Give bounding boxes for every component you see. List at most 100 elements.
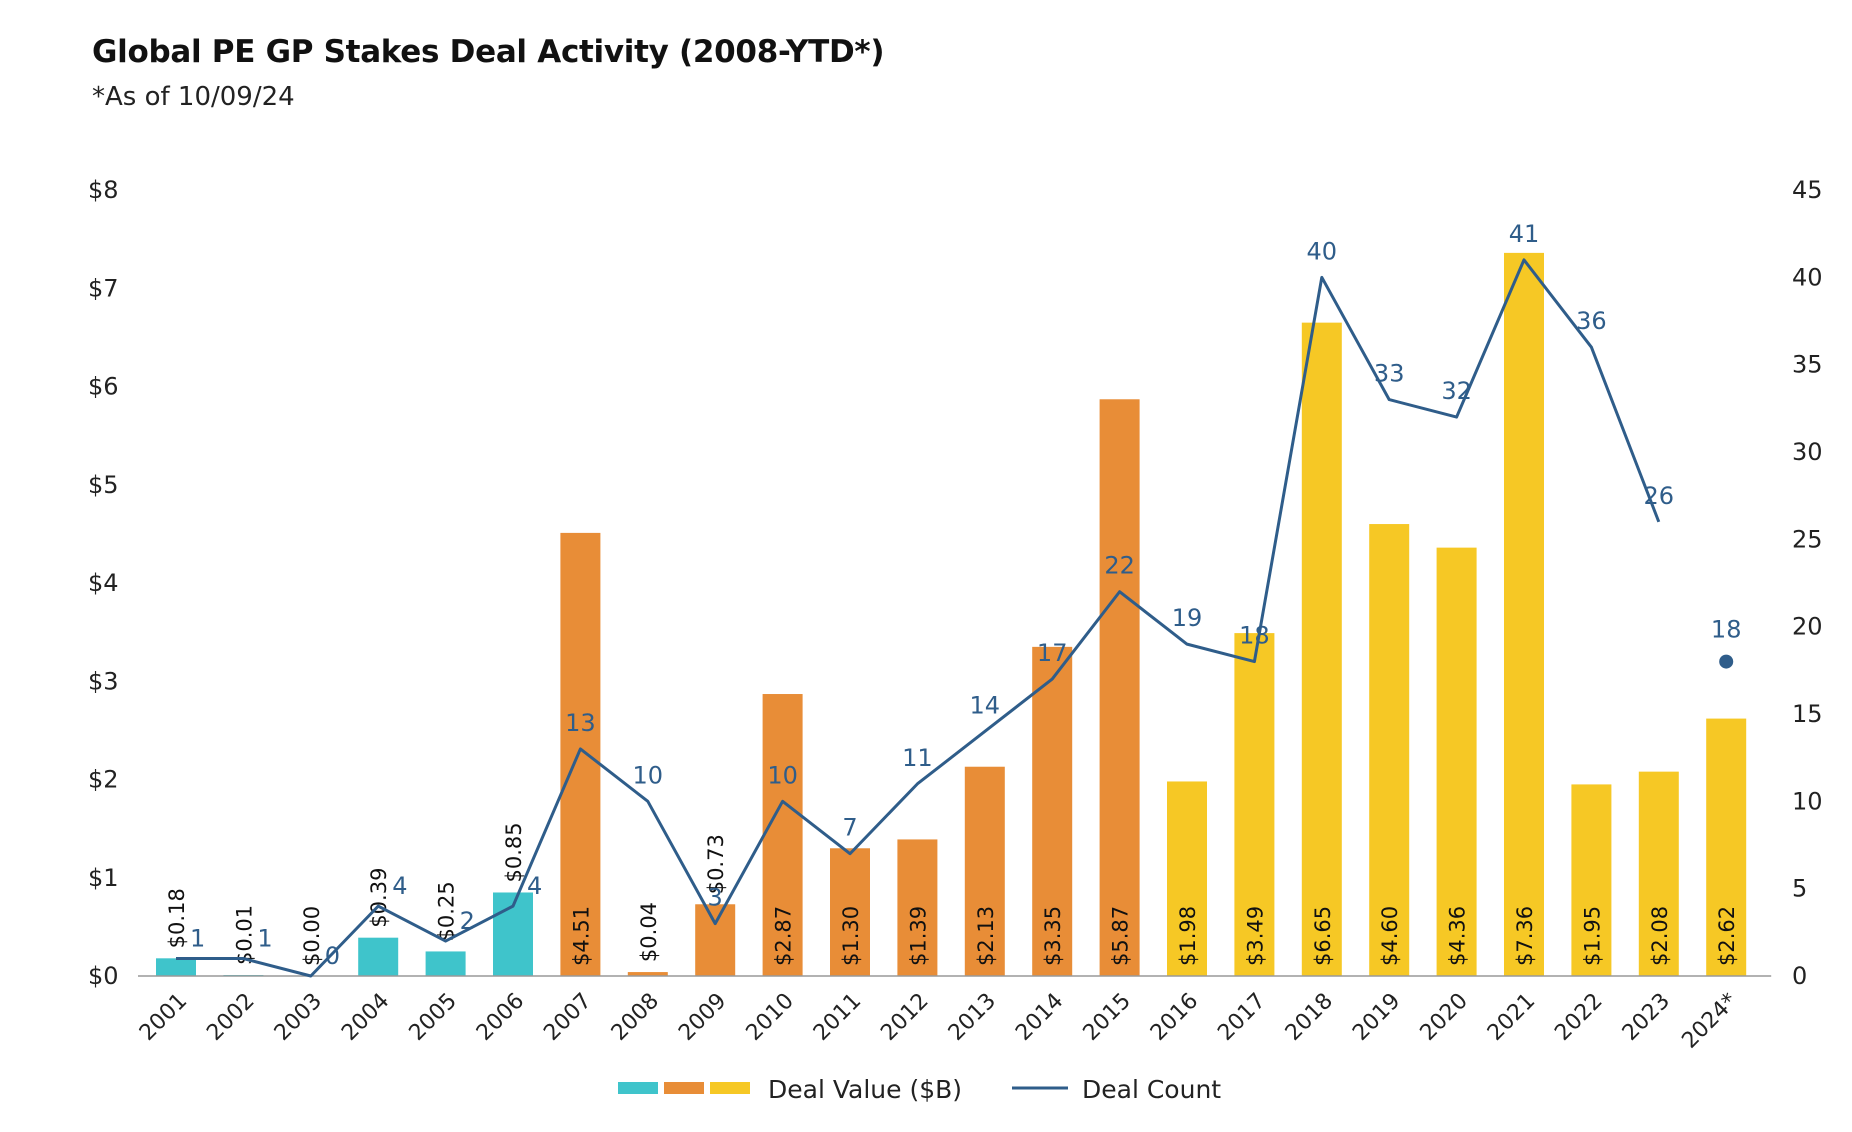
legend-label-deal-count: Deal Count [1082, 1075, 1221, 1104]
left-tick-label: $8 [88, 176, 119, 204]
x-category-label: 2001 [135, 989, 192, 1046]
deal-count-label: 10 [767, 761, 798, 789]
bar-value-label: $4.36 [1446, 906, 1470, 966]
bar-value-label: $0.04 [637, 902, 661, 962]
right-tick-label: 0 [1792, 962, 1807, 990]
deal-count-label: 0 [325, 942, 340, 970]
left-tick-label: $1 [88, 864, 119, 892]
bar-2015 [1099, 399, 1140, 977]
x-category-label: 2006 [472, 989, 529, 1046]
bar-value-label: $0.00 [300, 906, 324, 966]
bar-2023 [1638, 771, 1679, 976]
deal-count-label: 11 [902, 744, 933, 772]
left-tick-label: $0 [88, 962, 119, 990]
bar-2001 [156, 958, 196, 976]
deal-count-label: 26 [1644, 482, 1675, 510]
x-category-label: 2003 [270, 989, 327, 1046]
right-tick-label: 10 [1792, 787, 1823, 815]
bar-value-label: $1.98 [1176, 906, 1200, 966]
bar-value-label: $1.39 [906, 906, 930, 966]
bar-2018 [1301, 322, 1342, 976]
left-tick-label: $3 [88, 667, 119, 695]
bar-2020 [1436, 547, 1477, 976]
deal-value-labels: $0.18 $0.01 $0.00 $0.39 $0.25 $0.85 $4.51 $0.04… [165, 822, 1739, 966]
bar-2016 [1167, 781, 1207, 976]
deal-count-label: 33 [1374, 360, 1405, 388]
right-tick-label: 5 [1792, 875, 1807, 903]
deal-count-label: 32 [1441, 377, 1472, 405]
bar-value-label: $0.85 [502, 822, 526, 882]
deal-count-label: 2 [460, 907, 475, 935]
left-tick-label: $5 [88, 471, 119, 499]
x-category-label: 2010 [742, 989, 799, 1046]
bar-value-label: $0.73 [704, 834, 728, 894]
left-y-axis: $0 $1 $2 $3 $4 $5 $6 $7 $8 [88, 176, 119, 990]
x-category-label: 2004 [337, 989, 394, 1046]
deal-count-label: 1 [257, 925, 272, 953]
deal-count-point-2024 [1719, 654, 1734, 669]
deal-count-label: 13 [565, 709, 596, 737]
right-tick-label: 15 [1792, 700, 1823, 728]
bar-value-label: $1.30 [839, 906, 863, 966]
x-category-label: 2024* [1677, 989, 1742, 1054]
right-y-axis: 0 5 10 15 20 25 30 35 40 45 [1792, 176, 1823, 990]
bar-2010 [762, 694, 803, 976]
deal-count-label: 36 [1576, 307, 1607, 335]
bar-value-label: $4.60 [1378, 906, 1402, 966]
deal-count-label: 14 [970, 691, 1001, 719]
bar-value-label: $0.25 [435, 881, 459, 941]
bar-value-label: $1.95 [1580, 906, 1604, 966]
x-category-label: 2007 [539, 989, 596, 1046]
bar-value-label: $2.62 [1715, 906, 1739, 966]
x-category-label: 2022 [1550, 989, 1607, 1046]
x-category-label: 2008 [607, 989, 664, 1046]
x-category-label: 2002 [202, 989, 259, 1046]
left-tick-label: $4 [88, 569, 119, 597]
x-category-label: 2011 [809, 989, 866, 1046]
bar-2024* [1706, 718, 1747, 976]
bar-value-label: $0.01 [232, 905, 256, 965]
bar-value-label: $3.35 [1041, 906, 1065, 966]
bar-2014 [1032, 646, 1073, 976]
x-category-label: 2023 [1618, 989, 1675, 1046]
bar-2013 [964, 766, 1005, 976]
legend-swatch-yellow [710, 1082, 750, 1094]
x-category-label: 2005 [405, 989, 462, 1046]
bar-value-label: $0.39 [367, 868, 391, 928]
x-category-label: 2016 [1146, 989, 1203, 1046]
bar-value-label: $4.51 [569, 906, 593, 966]
bar-value-label: $2.87 [772, 906, 796, 966]
deal-count-polyline [176, 258, 1661, 978]
left-tick-label: $2 [88, 766, 119, 794]
bar-value-label: $0.18 [165, 888, 189, 948]
bar-2012 [897, 839, 938, 976]
deal-count-label: 22 [1104, 552, 1135, 580]
x-category-label: 2017 [1213, 989, 1270, 1046]
bar-value-label: $2.08 [1648, 906, 1672, 966]
bar-2007 [560, 532, 601, 976]
bar-value-label: $5.87 [1109, 906, 1133, 966]
x-category-label: 2013 [944, 989, 1001, 1046]
x-category-label: 2020 [1416, 989, 1473, 1046]
x-category-label: 2009 [674, 989, 731, 1046]
deal-count-line [176, 258, 1734, 978]
deal-count-label: 4 [527, 872, 542, 900]
legend-swatch-teal [618, 1082, 658, 1094]
bar-2017 [1234, 633, 1275, 976]
bar-value-label: $7.36 [1513, 906, 1537, 966]
deal-count-label: 40 [1307, 237, 1338, 265]
x-category-label: 2019 [1348, 989, 1405, 1046]
legend-swatch-orange [664, 1082, 704, 1094]
bar-2019 [1369, 524, 1410, 976]
x-category-label: 2015 [1079, 989, 1136, 1046]
right-tick-label: 20 [1792, 613, 1823, 641]
bar-2005 [425, 951, 466, 976]
right-tick-label: 25 [1792, 525, 1823, 553]
bar-2009 [695, 904, 736, 976]
right-tick-label: 30 [1792, 438, 1823, 466]
deal-count-label: 3 [708, 884, 723, 912]
deal-count-label: 1 [190, 925, 205, 953]
x-category-label: 2012 [876, 989, 933, 1046]
bar-value-label: $3.49 [1243, 906, 1267, 966]
